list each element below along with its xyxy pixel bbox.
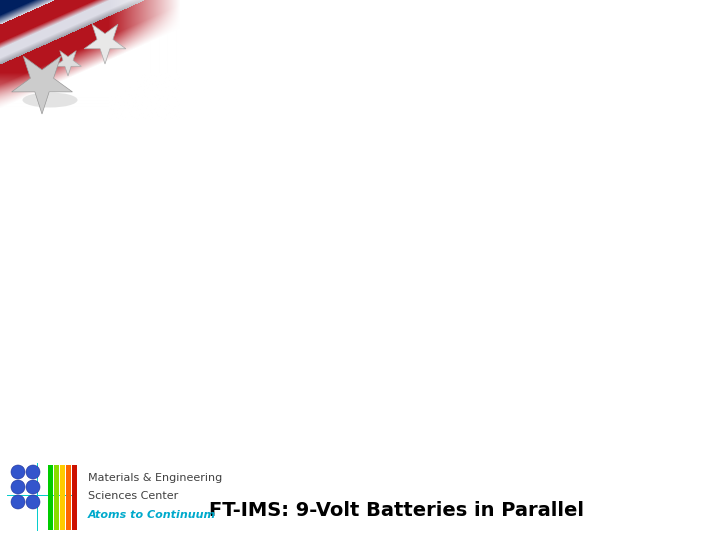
Circle shape [26,495,40,509]
Text: Materials & Engineering: Materials & Engineering [88,473,222,483]
Circle shape [26,480,40,494]
Circle shape [26,465,40,479]
Text: Sciences Center: Sciences Center [88,491,179,501]
Ellipse shape [22,92,78,107]
Polygon shape [84,24,126,64]
Text: FT-IMS: 9-Volt Batteries in Parallel: FT-IMS: 9-Volt Batteries in Parallel [209,501,583,520]
Circle shape [11,480,25,494]
Bar [66,465,71,530]
Polygon shape [12,56,73,114]
Circle shape [11,465,25,479]
Bar [48,465,53,530]
Text: Atoms to Continuum: Atoms to Continuum [88,510,216,520]
Bar [72,465,77,530]
Bar [54,465,59,530]
Bar [60,465,65,530]
Circle shape [11,495,25,509]
Polygon shape [55,51,81,76]
